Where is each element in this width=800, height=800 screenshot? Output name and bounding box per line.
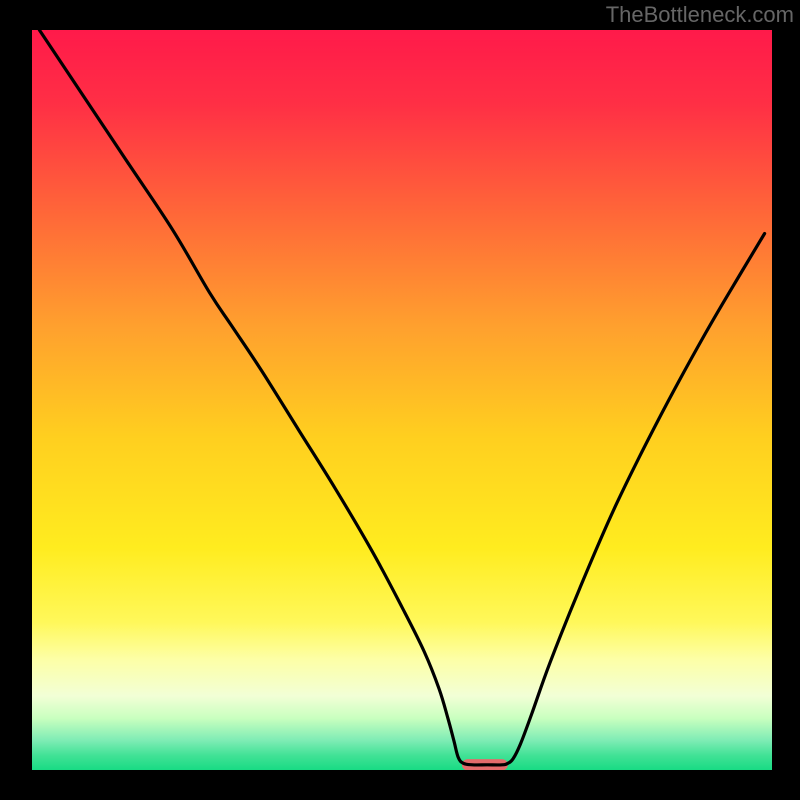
plot-area — [32, 30, 772, 770]
gradient-background — [32, 30, 772, 770]
attribution-text: TheBottleneck.com — [606, 2, 794, 28]
chart-stage: { "attribution": "TheBottleneck.com", "c… — [0, 0, 800, 800]
